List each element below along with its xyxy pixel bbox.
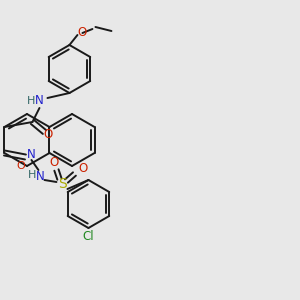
Text: S: S	[58, 177, 67, 191]
Text: O: O	[50, 155, 59, 169]
Text: N: N	[36, 169, 45, 182]
Text: O: O	[78, 26, 87, 40]
Text: N: N	[27, 148, 36, 161]
Text: Cl: Cl	[82, 230, 94, 244]
Text: H: H	[28, 170, 37, 180]
Text: H: H	[27, 96, 36, 106]
Text: O: O	[44, 128, 53, 142]
Text: O: O	[79, 163, 88, 176]
Text: O: O	[16, 161, 25, 171]
Text: N: N	[35, 94, 44, 107]
